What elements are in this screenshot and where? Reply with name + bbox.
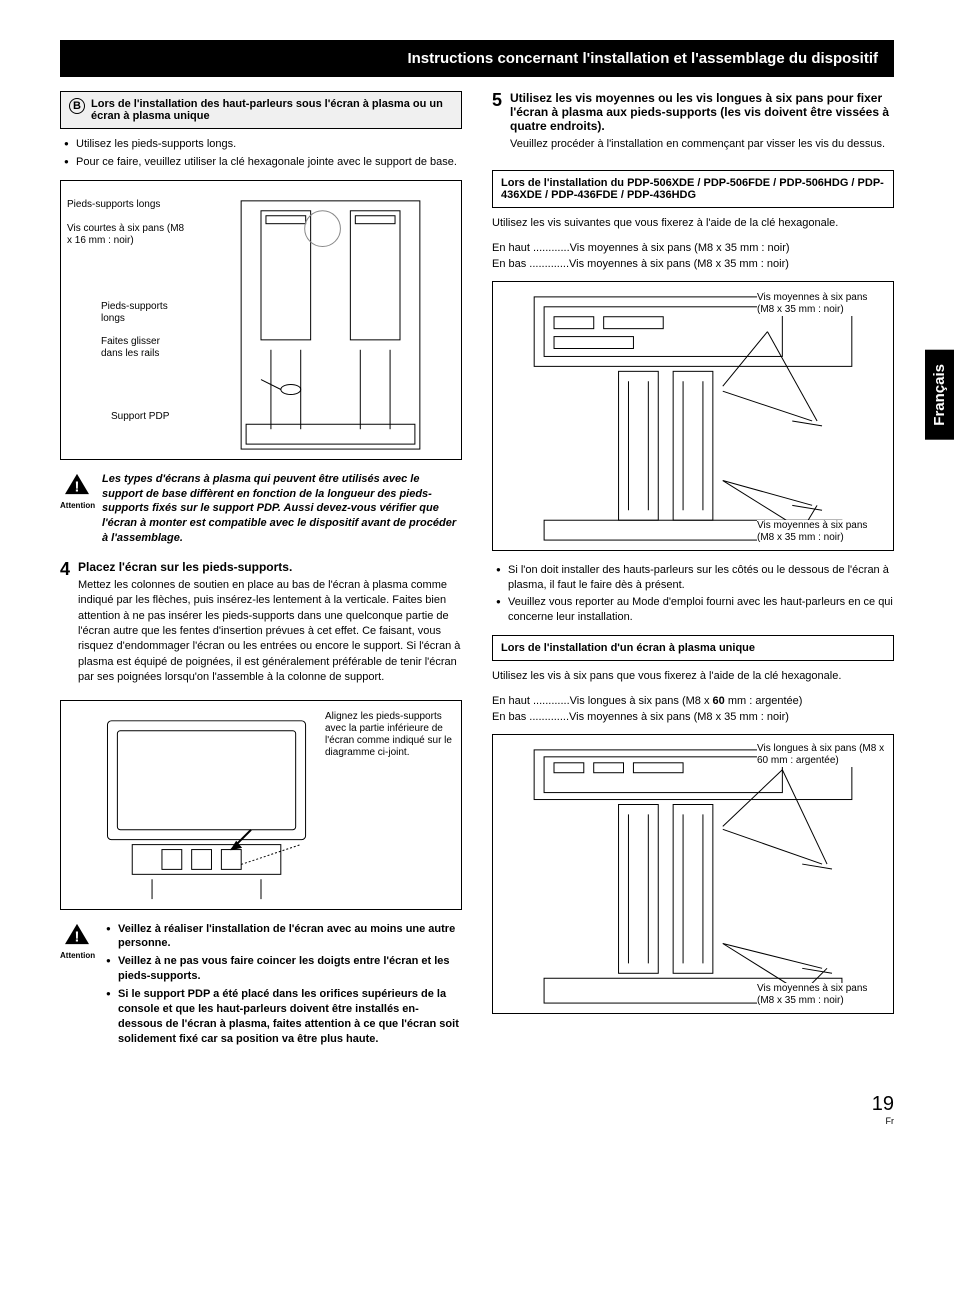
- attention-2: ! Attention Veillez à réaliser l'install…: [60, 922, 462, 1060]
- step-5-title: Utilisez les vis moyennes ou les vis lon…: [510, 91, 894, 133]
- callout-b-5: Support PDP: [111, 411, 169, 423]
- screws-2-top-post: mm : argentée): [725, 695, 803, 707]
- page-header: Instructions concernant l'installation e…: [60, 40, 894, 77]
- screws-2-bot: En bas .............Vis moyennes à six p…: [492, 709, 894, 726]
- attention-2-item-3: Si le support PDP a été placé dans les o…: [106, 987, 462, 1046]
- callout-r1-top: Vis moyennes à six pans (M8 x 35 mm : no…: [757, 292, 887, 316]
- step-4-num: 4: [60, 560, 70, 694]
- step-5-num: 5: [492, 91, 502, 160]
- circled-b-icon: B: [69, 98, 85, 114]
- screws-1-top-val: Vis moyennes à six pans (M8 x 35 mm : no…: [570, 242, 790, 254]
- step-5-body: Veuillez procéder à l'installation en co…: [510, 137, 894, 152]
- callout-b-3: Pieds-supports longs: [101, 301, 181, 325]
- attention-1-text: Les types d'écrans à plasma qui peuvent …: [102, 472, 462, 546]
- screws-1-top-label: En haut ............: [492, 242, 570, 254]
- bullets-after-1: Si l'on doit installer des hauts-parleur…: [492, 563, 894, 625]
- attention-1: ! Attention Les types d'écrans à plasma …: [60, 472, 462, 546]
- callout-r1-bot: Vis moyennes à six pans (M8 x 35 mm : no…: [757, 520, 887, 544]
- screws-1-top: En haut ............Vis moyennes à six p…: [492, 240, 894, 257]
- diagram-r1: Vis moyennes à six pans (M8 x 35 mm : no…: [492, 281, 894, 551]
- attention-2-item-2: Veillez à ne pas vous faire coincer les …: [106, 954, 462, 984]
- bullet-after-1: Si l'on doit installer des hauts-parleur…: [496, 563, 894, 593]
- bullet-b-2: Pour ce faire, veuillez utiliser la clé …: [64, 155, 462, 170]
- screws-1-bot-val: Vis moyennes à six pans (M8 x 35 mm : no…: [569, 258, 789, 270]
- diagram-b: Pieds-supports longs Vis courtes à six p…: [60, 180, 462, 460]
- callout-b-4: Faites glisser dans les rails: [101, 336, 181, 360]
- callout-r2-bot: Vis moyennes à six pans (M8 x 35 mm : no…: [757, 983, 887, 1007]
- svg-text:!: !: [75, 929, 80, 945]
- box-models: Lors de l'installation du PDP-506XDE / P…: [492, 170, 894, 208]
- page-number: 19 Fr: [60, 1093, 894, 1126]
- screws-2-top-bold: 60: [713, 695, 725, 707]
- body-1: Utilisez les vis suivantes que vous fixe…: [492, 216, 894, 231]
- screws-1-bot: En bas .............Vis moyennes à six p…: [492, 256, 894, 273]
- bullet-b-1: Utilisez les pieds-supports longs.: [64, 137, 462, 152]
- callout-b-1: Pieds-supports longs: [67, 199, 160, 211]
- attention-2-list: Veillez à réaliser l'installation de l'é…: [102, 922, 462, 1050]
- box-unique: Lors de l'installation d'un écran à plas…: [492, 635, 894, 661]
- warning-icon: ! Attention: [60, 922, 94, 960]
- step-4-body: Mettez les colonnes de soutien en place …: [78, 578, 462, 686]
- screws-1-bot-label: En bas .............: [492, 258, 569, 270]
- step-5: 5 Utilisez les vis moyennes ou les vis l…: [492, 91, 894, 160]
- right-column: 5 Utilisez les vis moyennes ou les vis l…: [492, 91, 894, 1073]
- language-tab: Français: [925, 350, 954, 440]
- screws-2-top-label: En haut ............: [492, 695, 570, 707]
- warning-icon: ! Attention: [60, 472, 94, 510]
- bullets-b: Utilisez les pieds-supports longs. Pour …: [60, 137, 462, 170]
- screws-2-top: En haut ............Vis longues à six pa…: [492, 693, 894, 710]
- callout-b-2: Vis courtes à six pans (M8 x 16 mm : noi…: [67, 223, 187, 247]
- attention-2-item-1: Veillez à réaliser l'installation de l'é…: [106, 922, 462, 952]
- content-columns: B Lors de l'installation des haut-parleu…: [60, 91, 894, 1073]
- svg-text:!: !: [75, 479, 80, 495]
- left-column: B Lors de l'installation des haut-parleu…: [60, 91, 462, 1073]
- screws-2-top-pre: Vis longues à six pans (M8 x: [570, 695, 713, 707]
- bullet-after-2: Veuillez vous reporter au Mode d'emploi …: [496, 595, 894, 625]
- page-number-value: 19: [872, 1093, 894, 1115]
- attention-2-label: Attention: [60, 951, 94, 960]
- step-4-title: Placez l'écran sur les pieds-supports.: [78, 560, 462, 574]
- step-4: 4 Placez l'écran sur les pieds-supports.…: [60, 560, 462, 694]
- screws-2-bot-val: Vis moyennes à six pans (M8 x 35 mm : no…: [569, 711, 789, 723]
- page-lang: Fr: [60, 1116, 894, 1126]
- box-b-text: Lors de l'installation des haut-parleurs…: [91, 98, 453, 122]
- diagram-r2: Vis longues à six pans (M8 x 60 mm : arg…: [492, 734, 894, 1014]
- callout-r2-top: Vis longues à six pans (M8 x 60 mm : arg…: [757, 743, 887, 767]
- callout-4: Alignez les pieds-supports avec la parti…: [325, 711, 455, 759]
- attention-1-label: Attention: [60, 501, 94, 510]
- body-2: Utilisez les vis à six pans que vous fix…: [492, 669, 894, 684]
- screws-2-bot-label: En bas .............: [492, 711, 569, 723]
- box-b: B Lors de l'installation des haut-parleu…: [60, 91, 462, 129]
- diagram-4: Alignez les pieds-supports avec la parti…: [60, 700, 462, 910]
